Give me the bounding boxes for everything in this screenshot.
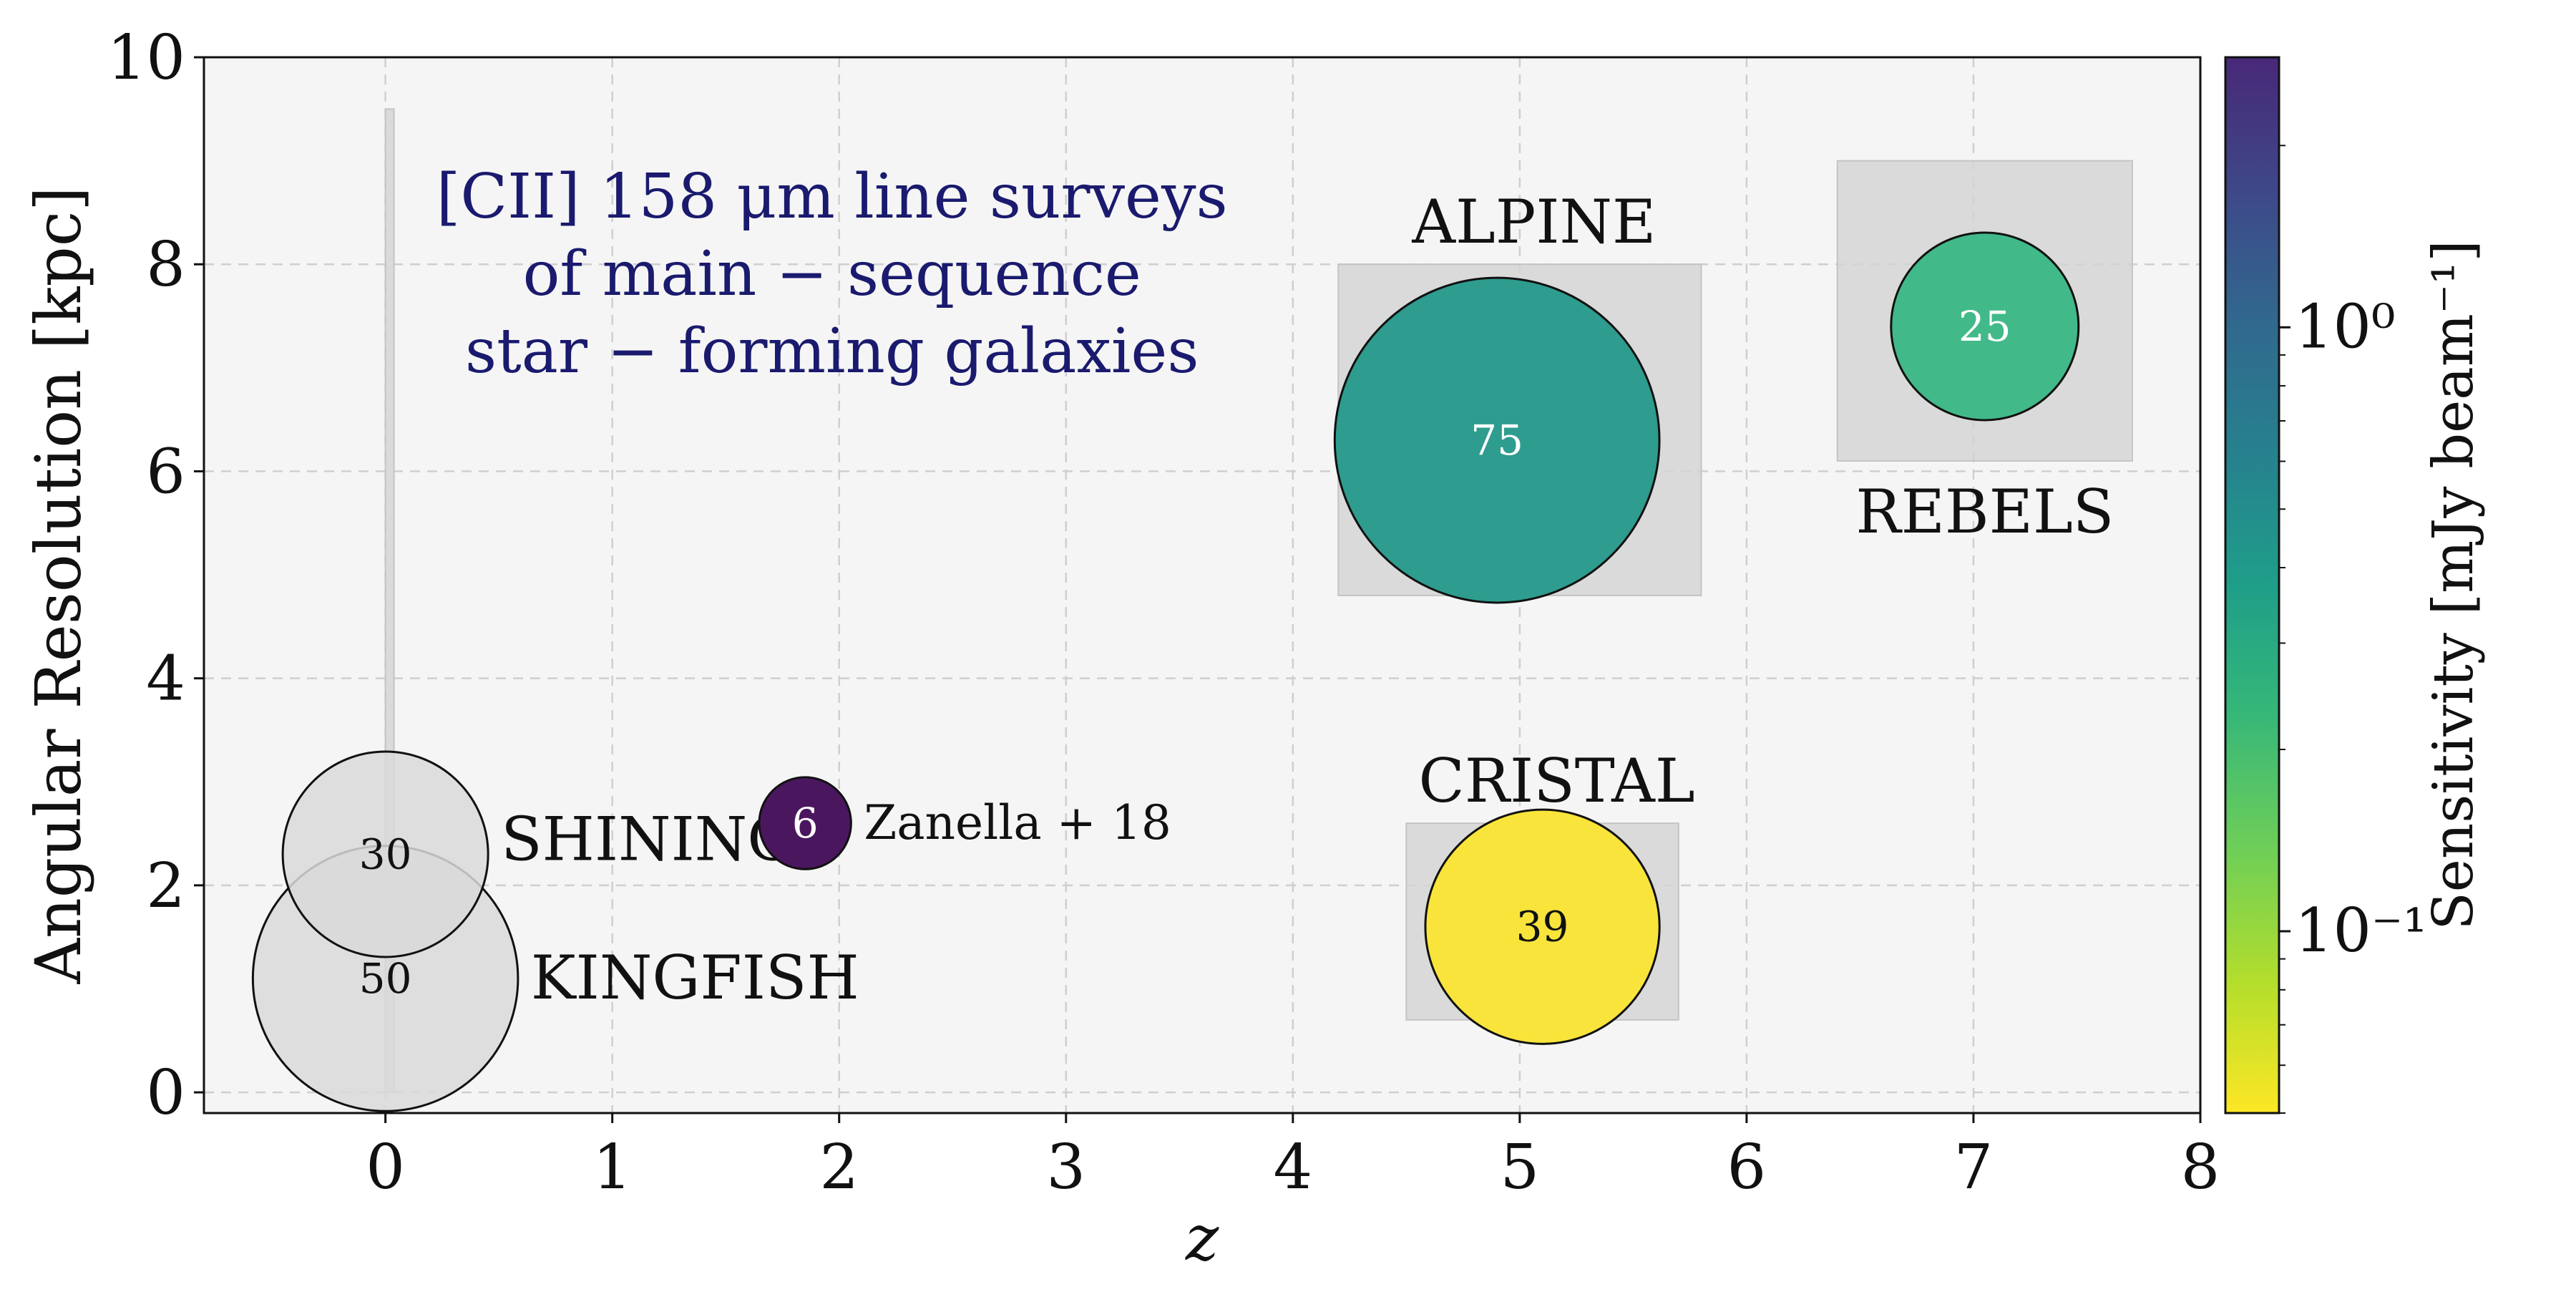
colorbar-title: Sensitivity [mJy beam⁻¹] [2421, 240, 2486, 930]
x-tick-label: 1 [592, 1132, 632, 1203]
colorbar [2224, 56, 2280, 1114]
x-tick-label: 0 [366, 1132, 405, 1203]
colorbar-tick-label: 10⁰ [2295, 291, 2396, 361]
x-tick-label: 4 [1273, 1132, 1312, 1203]
colorbar-tick-label: 10⁻¹ [2295, 895, 2427, 966]
x-tick-label: 5 [1501, 1132, 1540, 1203]
y-tick-label: 0 [146, 1057, 185, 1129]
y-tick-label: 4 [146, 643, 185, 715]
annotation-line: [CII] 158 μm line surveys [436, 161, 1228, 233]
survey-name-label: CRISTAL [1419, 746, 1695, 816]
bubble-count-label: 75 [1470, 416, 1523, 465]
survey-name-label: REBELS [1855, 477, 2114, 547]
bubble-count-label: 25 [1958, 302, 2011, 351]
survey-name-label: ALPINE [1411, 187, 1656, 257]
x-tick-label: 8 [2181, 1132, 2220, 1203]
bubble-count-label: 6 [792, 799, 819, 847]
survey-name-label: KINGFISH [531, 943, 859, 1013]
x-tick-label: 6 [1727, 1132, 1767, 1203]
survey-bubble [1890, 231, 2080, 422]
x-axis-title: z [1185, 1201, 1219, 1275]
y-tick-label: 10 [107, 22, 185, 94]
survey-name-label: Zanella + 18 [864, 795, 1171, 850]
bubble-count-label: 30 [359, 830, 412, 878]
y-tick-label: 6 [146, 436, 185, 507]
plot-frame [203, 56, 2202, 1114]
bubble-count-label: 39 [1516, 903, 1569, 951]
y-tick-label: 8 [146, 229, 185, 301]
y-axis-title: Angular Resolution [kpc] [21, 187, 95, 985]
x-tick-label: 3 [1046, 1132, 1085, 1203]
annotation-line: of main − sequence [523, 238, 1141, 310]
y-tick-label: 2 [146, 850, 185, 922]
survey-bubble [1333, 276, 1661, 604]
annotation-line: star − forming galaxies [465, 316, 1199, 387]
survey-bubble [758, 776, 852, 870]
x-tick-label: 2 [819, 1132, 859, 1203]
survey-bubble [1424, 808, 1661, 1045]
x-tick-label: 7 [1954, 1132, 1994, 1203]
bubble-count-label: 50 [359, 954, 412, 1003]
survey-name-label: SHINING [501, 804, 795, 874]
survey-bubble [281, 750, 489, 958]
